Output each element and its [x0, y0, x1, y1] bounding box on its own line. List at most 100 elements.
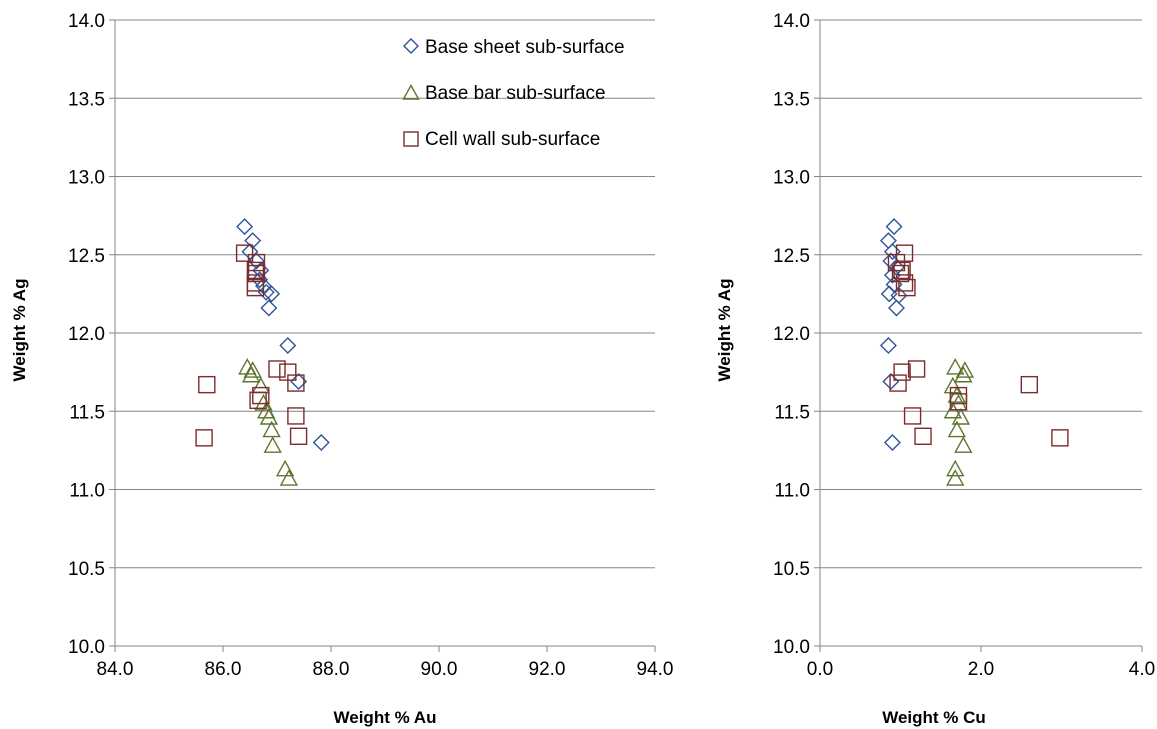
data-point-triangle [263, 436, 282, 453]
data-point-triangle [251, 376, 270, 394]
data-point-triangle [241, 365, 261, 383]
y-tick-label: 11.5 [774, 402, 810, 423]
data-point-triangle [262, 420, 281, 438]
y-axis-label: Weight % Ag [10, 279, 29, 382]
y-tick-labels: 10.0 10.5 11.0 11.5 12.0 12.5 13.0 13.5 14.0 [68, 11, 105, 658]
data-point-square [903, 407, 922, 425]
data-point-diamond [247, 252, 265, 270]
y-tick-label: 13.0 [773, 168, 810, 189]
data-point-triangle [254, 393, 273, 411]
x-tick-label: 4.0 [1129, 659, 1155, 680]
data-point-square [893, 363, 911, 381]
y-tick-label: 11.0 [69, 481, 105, 502]
data-point-square [289, 427, 308, 445]
data-point-triangle [946, 469, 965, 486]
data-point-triangle [259, 408, 279, 425]
data-point-diamond [883, 434, 901, 452]
legend-label-base-bar: Base bar sub-surface [425, 83, 606, 104]
data-point-triangle [951, 408, 971, 425]
data-point-square [907, 360, 926, 378]
data-point-diamond [257, 283, 275, 301]
y-axis-label: Weight % Ag [715, 279, 734, 382]
data-point-square [249, 391, 267, 409]
data-point-triangle [955, 361, 975, 378]
y-tick-label: 12.0 [773, 324, 810, 345]
data-point-diamond [887, 299, 905, 317]
y-tick-label: 10.5 [773, 559, 810, 580]
x-tick-label: 0.0 [807, 659, 833, 680]
y-tick-label: 13.0 [68, 168, 105, 189]
data-point-triangle [947, 386, 967, 403]
data-point-square [246, 278, 265, 297]
axes [814, 19, 1143, 652]
y-tick-label: 10.0 [773, 637, 810, 658]
data-point-square [949, 393, 968, 411]
x-tick-label: 94.0 [637, 659, 674, 680]
data-point-triangle [946, 459, 965, 477]
data-point-diamond [236, 218, 254, 236]
data-point-square [198, 375, 216, 394]
data-point-square [889, 374, 907, 392]
data-point-triangle [943, 376, 963, 394]
y-tick-label: 10.5 [68, 559, 105, 580]
data-point-triangle [275, 459, 295, 477]
x-tick-label: 2.0 [968, 659, 994, 680]
x-tick-labels: 0.0 2.0 4.0 [807, 659, 1155, 680]
data-point-square [893, 261, 911, 280]
x-axis-label: Weight % Cu [882, 708, 986, 727]
data-point-square [287, 407, 305, 425]
data-points [879, 218, 1069, 486]
legend: Base sheet sub-surface Base bar sub-surf… [402, 37, 625, 150]
data-point-square [1020, 375, 1038, 394]
legend-marker-cell-wall [403, 131, 419, 147]
data-point-diamond [880, 285, 898, 303]
y-tick-label: 14.0 [68, 11, 105, 32]
x-tick-label: 92.0 [529, 659, 566, 680]
data-point-square [287, 374, 305, 392]
data-point-square [235, 244, 254, 262]
chart-cu-vs-ag: 10.0 10.5 11.0 11.5 12.0 12.5 13.0 13.5 14.0 0.0… [715, 11, 1155, 727]
y-tick-label: 11.5 [69, 402, 105, 423]
x-tick-label: 86.0 [205, 659, 242, 680]
y-tick-label: 14.0 [773, 11, 810, 32]
data-point-diamond [312, 434, 330, 452]
data-point-diamond [882, 373, 900, 391]
data-point-square [246, 261, 265, 280]
data-point-square [268, 360, 286, 378]
data-points [195, 218, 330, 486]
data-point-diamond [883, 243, 901, 261]
legend-label-base-sheet: Base sheet sub-surface [425, 37, 625, 58]
data-point-diamond [263, 285, 281, 303]
data-point-triangle [954, 365, 973, 383]
gridlines [115, 19, 655, 569]
x-tick-labels: 84.0 86.0 88.0 90.0 92.0 94.0 [97, 659, 674, 680]
chart-au-vs-ag: 10.0 10.5 11.0 11.5 12.0 12.5 13.0 13.5 14.0 84.… [10, 11, 673, 727]
data-point-square [1051, 429, 1069, 447]
data-point-square [914, 427, 932, 445]
x-tick-label: 90.0 [421, 659, 458, 680]
data-point-triangle [279, 469, 299, 486]
x-tick-label: 88.0 [313, 659, 350, 680]
data-point-square [252, 386, 270, 405]
data-point-square [195, 429, 213, 447]
data-point-triangle [954, 436, 973, 453]
data-point-diamond [279, 337, 297, 355]
data-point-triangle [946, 357, 965, 375]
y-tick-label: 10.0 [68, 637, 105, 658]
legend-label-cell-wall: Cell wall sub-surface [425, 129, 600, 150]
data-point-triangle [947, 420, 967, 438]
y-tick-label: 12.5 [68, 246, 105, 267]
y-tick-label: 12.0 [68, 324, 105, 345]
data-point-square [898, 278, 916, 297]
y-tick-labels: 10.0 10.5 11.0 11.5 12.0 12.5 13.0 13.5 14.0 [773, 11, 810, 658]
data-point-diamond [260, 299, 278, 317]
y-tick-label: 13.5 [68, 89, 105, 110]
legend-marker-base-bar [402, 84, 420, 100]
data-point-diamond [879, 337, 897, 355]
x-tick-label: 84.0 [97, 659, 134, 680]
y-tick-label: 11.0 [774, 481, 810, 502]
data-point-triangle [243, 361, 262, 378]
data-point-square [247, 264, 266, 283]
legend-marker-base-sheet [403, 38, 419, 54]
